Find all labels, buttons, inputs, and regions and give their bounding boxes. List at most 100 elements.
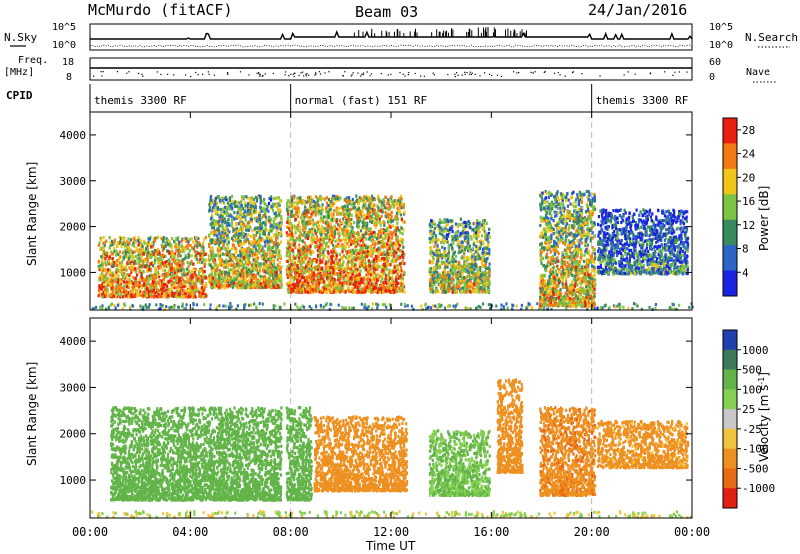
- echo-cell: [253, 237, 256, 241]
- echo-cell: [228, 253, 231, 257]
- echo-cell: [340, 284, 343, 288]
- echo-cell: [368, 206, 371, 210]
- echo-cell: [211, 231, 214, 235]
- echo-cell: [122, 290, 125, 294]
- echo-cell: [367, 277, 370, 281]
- echo-cell: [107, 260, 110, 264]
- nave-dot: [352, 72, 354, 74]
- ground-scatter-cell: [110, 302, 114, 306]
- echo-cell: [131, 292, 134, 296]
- echo-cell: [336, 223, 340, 227]
- echo-cell: [133, 288, 136, 292]
- echo-cell: [263, 232, 267, 236]
- echo-cell: [128, 295, 131, 299]
- echo-cell: [351, 229, 355, 233]
- echo-cell: [249, 196, 252, 200]
- echo-cell: [144, 259, 147, 263]
- echo-cell: [301, 239, 304, 243]
- echo-cell: [237, 205, 240, 209]
- echo-cell: [369, 219, 372, 223]
- echo-cell: [170, 294, 173, 298]
- nave-dot: [534, 71, 536, 73]
- echo-cell: [366, 209, 370, 213]
- echo-cell: [170, 252, 173, 256]
- echo-cell: [369, 214, 372, 218]
- echo-cell: [258, 235, 261, 239]
- echo-cell: [302, 218, 306, 222]
- echo-cell: [395, 242, 399, 246]
- echo-cell: [385, 245, 388, 249]
- echo-cell: [285, 231, 288, 235]
- echo-cell: [352, 257, 355, 261]
- echo-cell: [370, 282, 373, 286]
- echo-cell: [264, 227, 267, 231]
- ground-scatter-cell: [388, 303, 391, 307]
- echo-cell: [378, 220, 381, 224]
- echo-cell: [193, 254, 196, 258]
- echo-cell: [221, 277, 224, 281]
- echo-cell: [390, 243, 394, 247]
- echo-cell: [154, 285, 157, 290]
- echo-cell: [202, 241, 205, 245]
- echo-cell: [328, 212, 331, 216]
- echo-cell: [310, 238, 313, 242]
- echo-cell: [303, 208, 306, 213]
- echo-cell: [277, 210, 280, 214]
- echo-cell: [176, 281, 179, 285]
- echo-cell: [230, 247, 233, 251]
- echo-cell: [226, 271, 229, 275]
- echo-cell: [400, 194, 403, 198]
- echo-cell: [129, 238, 132, 242]
- echo-cell: [297, 201, 300, 205]
- echo-cell: [227, 276, 230, 280]
- echo-cell: [231, 253, 234, 257]
- echo-cell: [154, 255, 157, 259]
- echo-cell: [347, 214, 350, 218]
- echo-cell: [362, 255, 365, 260]
- echo-cell: [126, 261, 129, 265]
- echo-cell: [277, 274, 281, 278]
- echo-cell: [218, 257, 221, 261]
- ground-scatter-cell: [94, 305, 98, 309]
- echo-cell: [396, 203, 399, 207]
- echo-cell: [196, 257, 199, 261]
- ground-scatter-cell: [203, 303, 206, 307]
- echo-cell: [169, 290, 172, 294]
- freq-unit-label: [MHz]: [4, 67, 34, 78]
- ground-scatter-cell: [329, 302, 332, 306]
- ground-scatter-cell: [344, 306, 347, 310]
- echo-cell: [244, 218, 247, 222]
- echo-cell: [211, 249, 214, 253]
- echo-cell: [241, 279, 245, 283]
- echo-cell: [145, 264, 148, 268]
- echo-cell: [307, 282, 310, 286]
- echo-cell: [231, 218, 234, 222]
- echo-cell: [244, 201, 247, 205]
- echo-cell: [306, 195, 310, 200]
- echo-cell: [250, 267, 253, 271]
- echo-cell: [372, 212, 375, 216]
- echo-cell: [260, 209, 263, 213]
- echo-cell: [322, 240, 325, 244]
- echo-cell: [209, 263, 212, 268]
- ground-scatter-cell: [360, 302, 363, 306]
- echo-cell: [269, 261, 272, 265]
- ground-scatter-cell: [365, 306, 368, 310]
- echo-cell: [295, 200, 298, 204]
- echo-cell: [224, 226, 227, 230]
- echo-cell: [337, 229, 340, 233]
- echo-cell: [264, 285, 267, 289]
- echo-cell: [137, 293, 140, 297]
- echo-cell: [384, 228, 387, 233]
- echo-cell: [97, 288, 101, 293]
- echo-cell: [326, 250, 330, 254]
- echo-cell: [331, 254, 334, 258]
- echo-cell: [259, 228, 262, 232]
- ground-scatter-cell: [627, 306, 630, 310]
- echo-cell: [164, 282, 167, 286]
- echo-cell: [252, 276, 255, 280]
- nave-dot: [470, 73, 472, 76]
- echo-cell: [175, 248, 178, 252]
- nave-dot: [404, 75, 406, 77]
- ground-scatter-cell: [258, 302, 261, 306]
